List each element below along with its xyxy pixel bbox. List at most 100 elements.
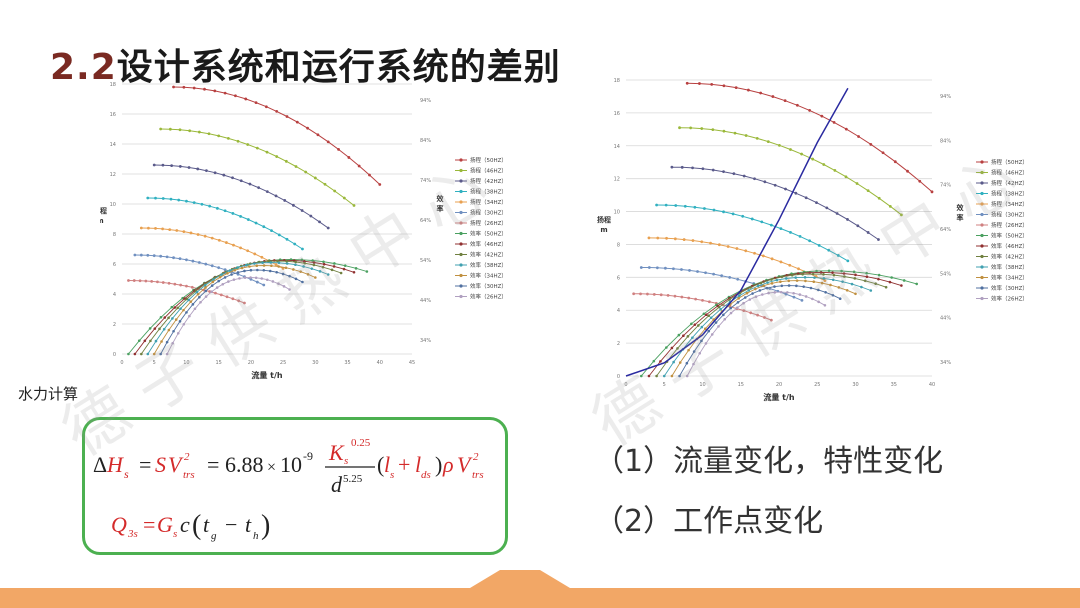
chart-design-legend-marker <box>459 242 463 246</box>
chart-operation-head-point <box>688 269 691 272</box>
chart-operation-efficiency-point <box>831 293 835 297</box>
chart-design-y-tick-label: 2 <box>113 322 116 328</box>
chart-operation-efficiency-point <box>640 374 643 378</box>
chart-design-y2-tick-label: 34% <box>420 338 431 344</box>
chart-design-head-point <box>236 272 240 276</box>
chart-operation-efficiency-point <box>888 280 892 284</box>
chart-design-head-point <box>146 196 150 200</box>
chart-operation-head-point <box>683 204 687 208</box>
chart-operation-y2-tick-label: 94% <box>940 94 951 100</box>
chart-operation-efficiency-point <box>655 374 658 378</box>
chart-operation-head-point <box>795 103 799 107</box>
chart-operation-x-tick-label: 35 <box>891 382 897 388</box>
chart-design-head-point <box>222 173 226 177</box>
chart-operation-x-tick-label: 0 <box>624 382 627 388</box>
chart-design-head-point <box>210 264 214 268</box>
chart-operation-head-point <box>639 292 642 296</box>
chart-design-head-point <box>264 105 268 109</box>
bottom-band <box>0 570 1080 608</box>
chart-operation-efficiency-point <box>816 288 820 292</box>
chart-operation-efficiency-point <box>685 361 689 365</box>
formula-sub-g: g <box>211 530 217 542</box>
chart-design-efficiency-point <box>171 317 174 320</box>
chart-design-head-point <box>169 197 173 201</box>
chart-operation-efficiency-point <box>802 285 805 288</box>
chart-design-efficiency-point <box>220 273 223 276</box>
chart-operation-y2-tick-label: 84% <box>940 138 951 144</box>
band-bar <box>0 588 1080 608</box>
chart-operation-head-point <box>726 245 730 248</box>
chart-design-head-point <box>192 201 196 204</box>
chart-operation-head-point <box>763 180 767 184</box>
chart-operation-head-point <box>766 140 770 144</box>
chart-operation-head-point <box>731 212 735 216</box>
chart-operation-efficiency-point <box>770 282 774 285</box>
chart-operation-efficiency-point <box>786 291 789 294</box>
chart-design-efficiency-point <box>284 266 288 270</box>
chart-operation-efficiency-point <box>677 333 681 337</box>
chart-operation-efficiency-point <box>820 281 824 285</box>
chart-design-head-point <box>168 127 172 131</box>
formula-sub-h: h <box>253 530 259 542</box>
chart-operation-efficiency-point <box>707 314 711 318</box>
chart-design-head-point <box>170 164 174 168</box>
chart-design-head-point <box>165 255 169 259</box>
chart-operation-efficiency-point <box>808 271 811 274</box>
chart-operation-efficiency-point <box>659 360 662 363</box>
chart-design-head-point <box>178 165 182 168</box>
chart-operation-efficiency-point <box>852 270 856 274</box>
chart-design-efficiency-point <box>149 339 152 343</box>
chart-design-efficiency-point <box>172 329 175 333</box>
chart-design-head-point <box>265 150 269 154</box>
chart-design-efficiency-point <box>300 258 304 262</box>
chart-operation-head-point <box>680 295 684 299</box>
formula-coef: 6.88 <box>225 452 264 477</box>
chart-operation-head-point <box>680 268 683 271</box>
chart-operation-head-point <box>832 120 836 124</box>
chart-design-efficiency-point <box>333 262 336 265</box>
chart-operation-efficiency-point <box>700 339 703 343</box>
chart-design-head-point <box>378 183 382 186</box>
chart-operation-head-point <box>747 88 750 92</box>
chart-design-efficiency-line <box>166 277 290 355</box>
chart-operation-y2-axis-label: 率 <box>957 213 964 222</box>
chart-operation-efficiency-point <box>831 278 835 282</box>
chart-design-head-point <box>275 109 279 113</box>
chart-design-head-point <box>285 237 289 241</box>
chart-operation-system-curve <box>625 87 849 377</box>
chart-design-head-point <box>204 262 208 266</box>
title-text: 设计系统和运行系统的差别 <box>116 47 561 88</box>
chart-operation-efficiency-point <box>843 275 846 278</box>
chart-design-efficiency-point <box>238 277 241 280</box>
chart-design-head-point <box>207 132 211 136</box>
chart-operation-head-point <box>771 95 775 98</box>
chart-design-efficiency-point <box>182 308 185 312</box>
chart-operation-head-point <box>646 292 649 296</box>
chart-operation-efficiency-point <box>691 336 694 339</box>
formula-lpar: ( <box>192 510 201 541</box>
chart-design-efficiency-point <box>198 295 201 299</box>
chart-operation-legend-label: 扬程（26HZ） <box>991 221 1028 229</box>
chart-operation-efficiency-point <box>729 306 732 310</box>
chart-design-head-point <box>275 155 279 158</box>
chart-design-head-point <box>217 266 221 270</box>
chart-design-head-point <box>185 199 188 203</box>
chart-design-x-tick-label: 35 <box>344 360 350 366</box>
chart-operation-legend-label: 扬程（34HZ） <box>991 200 1028 208</box>
chart-design-head-point <box>133 253 137 257</box>
chart-design-head-point <box>226 136 230 140</box>
chart-operation-head-point <box>750 217 754 221</box>
chart-operation-head-point <box>773 183 777 187</box>
chart-operation-legend-label: 效率（34HZ） <box>991 274 1028 282</box>
chart-design-efficiency-point <box>223 276 227 279</box>
chart-design-efficiency-point <box>306 273 310 276</box>
chart-design-head-point <box>231 212 235 215</box>
chart-operation-efficiency-point <box>745 291 749 295</box>
chart-operation-efficiency-point <box>869 289 873 292</box>
chart-operation-head-point <box>835 212 839 215</box>
chart-operation-head-point <box>823 279 827 283</box>
chart-operation-efficiency-point <box>773 291 777 294</box>
chart-design-efficiency-point <box>352 270 356 274</box>
chart-operation-efficiency-point <box>747 289 751 292</box>
chart-operation-head-point <box>673 294 677 298</box>
